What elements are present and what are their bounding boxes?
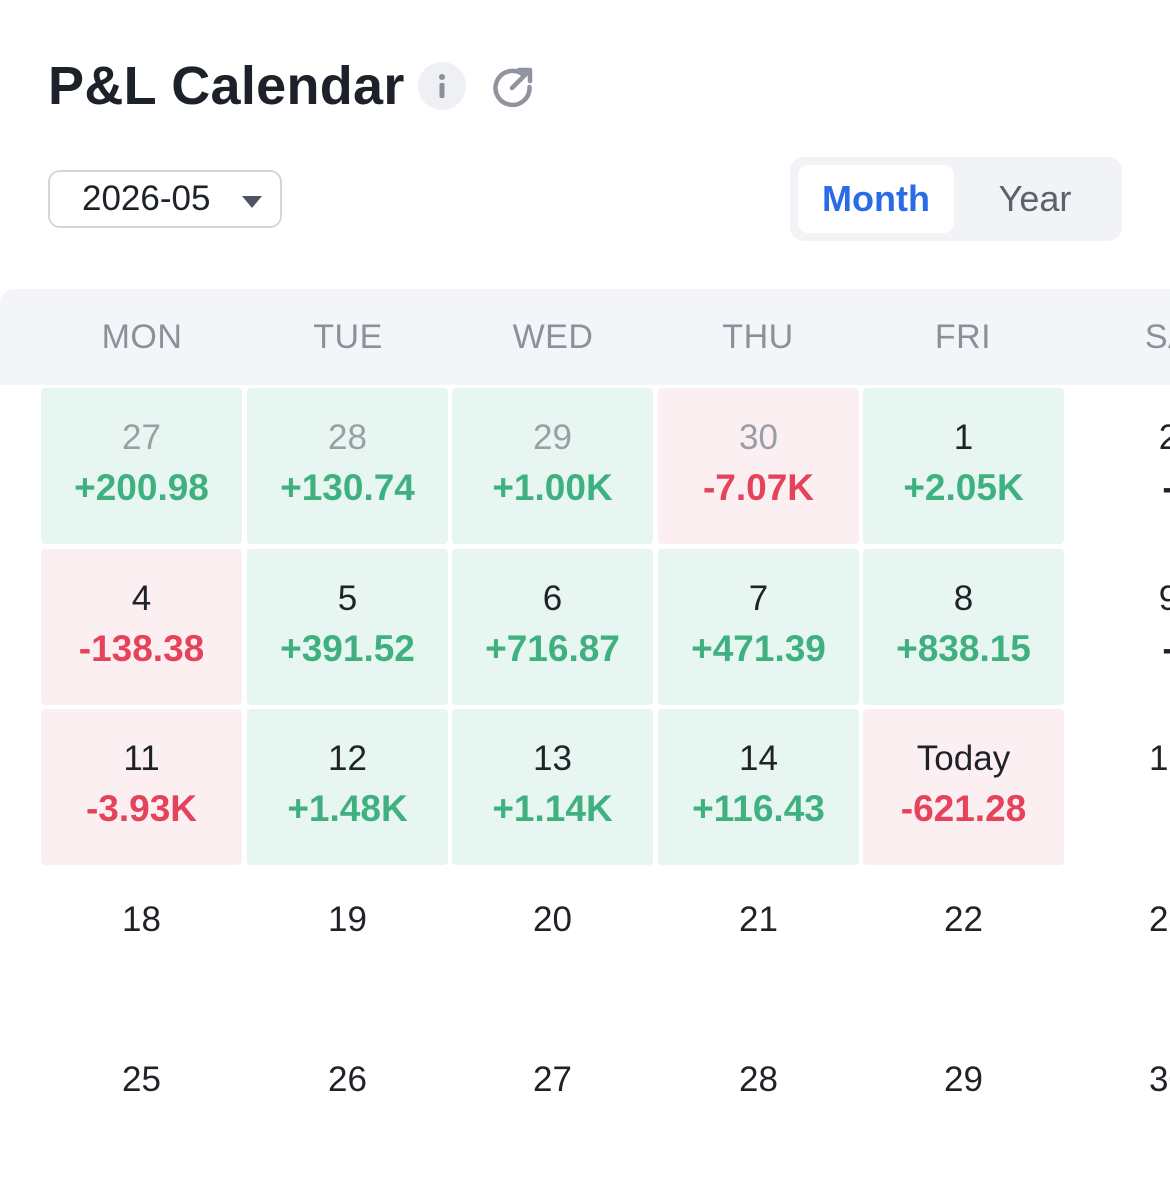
calendar-day-cell[interactable]: 8 +838.15 [863,549,1064,705]
calendar-day-cell[interactable]: 16 [1068,709,1170,865]
calendar-day-cell[interactable]: 23 [1068,870,1170,1026]
calendar-day-cell[interactable]: 12 +1.48K [247,709,448,865]
calendar-day-cell[interactable]: 29 +1.00K [452,388,653,544]
weekday-tue: TUE [313,317,383,356]
external-link-icon[interactable] [490,64,536,110]
day-number: 29 [944,1060,983,1099]
day-number: 11 [123,739,160,778]
day-number: 4 [131,579,152,618]
pnl-value: +116.43 [692,788,825,829]
day-number: 27 [122,418,161,457]
calendar-day-cell[interactable]: 7 +471.39 [658,549,859,705]
calendar-day-cell[interactable]: 30 -7.07K [658,388,859,544]
view-toggle: Month Year [790,157,1122,241]
calendar-day-cell[interactable]: Today -621.28 [863,709,1064,865]
chevron-down-icon [242,196,262,208]
calendar-day-cell[interactable]: 9- [1068,549,1170,705]
day-number: 20 [533,900,572,939]
calendar-day-cell[interactable]: 27 +200.98 [41,388,242,544]
day-number: 22 [944,900,983,939]
day-number: 16 [1149,739,1170,778]
pnl-value: +200.98 [74,467,209,508]
day-number: 6 [542,579,563,618]
day-number: 1 [953,418,974,457]
weekday-sat: SA [1144,317,1170,356]
day-number: 14 [739,739,778,778]
pnl-value: - [1162,627,1170,671]
day-number: 18 [122,900,161,939]
pnl-value: +1.48K [287,788,408,829]
day-number: Today [916,739,1011,778]
calendar-day-cell[interactable]: 28 [658,1030,859,1186]
pnl-value: -621.28 [900,788,1027,829]
day-number: 12 [328,739,367,778]
day-number: 5 [337,579,358,618]
pnl-value: -7.07K [702,467,815,508]
calendar-day-cell[interactable]: 2- [1068,388,1170,544]
pnl-value: +130.74 [280,467,415,508]
calendar-day-cell[interactable]: 5 +391.52 [247,549,448,705]
day-number: 8 [953,579,974,618]
calendar-day-cell[interactable]: 14 +116.43 [658,709,859,865]
page-title: P&L Calendar [48,56,405,116]
weekday-header: MON TUE WED THU FRI SA [0,289,1170,385]
pnl-value: - [1162,466,1170,510]
weekday-thu: THU [722,317,794,356]
pnl-value: +391.52 [280,628,415,669]
calendar-day-cell[interactable]: 4 -138.38 [41,549,242,705]
day-number: 26 [328,1060,367,1099]
day-number: 25 [122,1060,161,1099]
day-number: 7 [748,579,769,618]
day-number: 30 [739,418,778,457]
day-number: 13 [533,739,572,778]
calendar-day-cell[interactable]: 20 [452,870,653,1026]
weekday-mon: MON [101,317,183,356]
day-number: 2 [1158,418,1170,457]
pnl-value: -138.38 [78,628,205,669]
calendar-day-cell[interactable]: 11 -3.93K [41,709,242,865]
pnl-value: +838.15 [896,628,1031,669]
pnl-value: +716.87 [485,628,620,669]
day-number: 23 [1149,900,1170,939]
calendar-day-cell[interactable]: 19 [247,870,448,1026]
calendar-day-cell[interactable]: 25 [41,1030,242,1186]
pnl-value: +1.14K [492,788,613,829]
day-number: 28 [328,418,367,457]
calendar-day-cell[interactable]: 26 [247,1030,448,1186]
calendar-day-cell[interactable]: 27 [452,1030,653,1186]
calendar-day-cell[interactable]: 1 +2.05K [863,388,1064,544]
weekday-fri: FRI [934,317,992,356]
month-picker-value: 2026-05 [82,179,211,218]
day-number: 28 [739,1060,778,1099]
calendar-day-cell[interactable]: 13 +1.14K [452,709,653,865]
pnl-value: -3.93K [85,788,198,829]
day-number: 29 [533,418,572,457]
day-number: 27 [533,1060,572,1099]
month-picker[interactable]: 2026-05 [48,170,282,228]
day-number: 21 [739,900,778,939]
calendar-day-cell[interactable]: 29 [863,1030,1064,1186]
pnl-value: +2.05K [903,467,1024,508]
day-number: 9 [1158,579,1170,618]
weekday-wed: WED [512,317,594,356]
day-number: 19 [328,900,367,939]
pnl-value: +1.00K [492,467,613,508]
calendar-day-cell[interactable]: 22 [863,870,1064,1026]
tab-year[interactable]: Year [998,178,1072,219]
pnl-value: +471.39 [691,628,826,669]
calendar-day-cell[interactable]: 21 [658,870,859,1026]
info-icon[interactable] [418,62,466,110]
tab-month[interactable]: Month [798,165,954,233]
calendar-day-cell[interactable]: 28 +130.74 [247,388,448,544]
calendar-day-cell[interactable]: 30 [1068,1030,1170,1186]
day-number: 30 [1149,1060,1170,1099]
calendar-day-cell[interactable]: 6 +716.87 [452,549,653,705]
calendar-day-cell[interactable]: 18 [41,870,242,1026]
info-glyph [439,74,445,98]
